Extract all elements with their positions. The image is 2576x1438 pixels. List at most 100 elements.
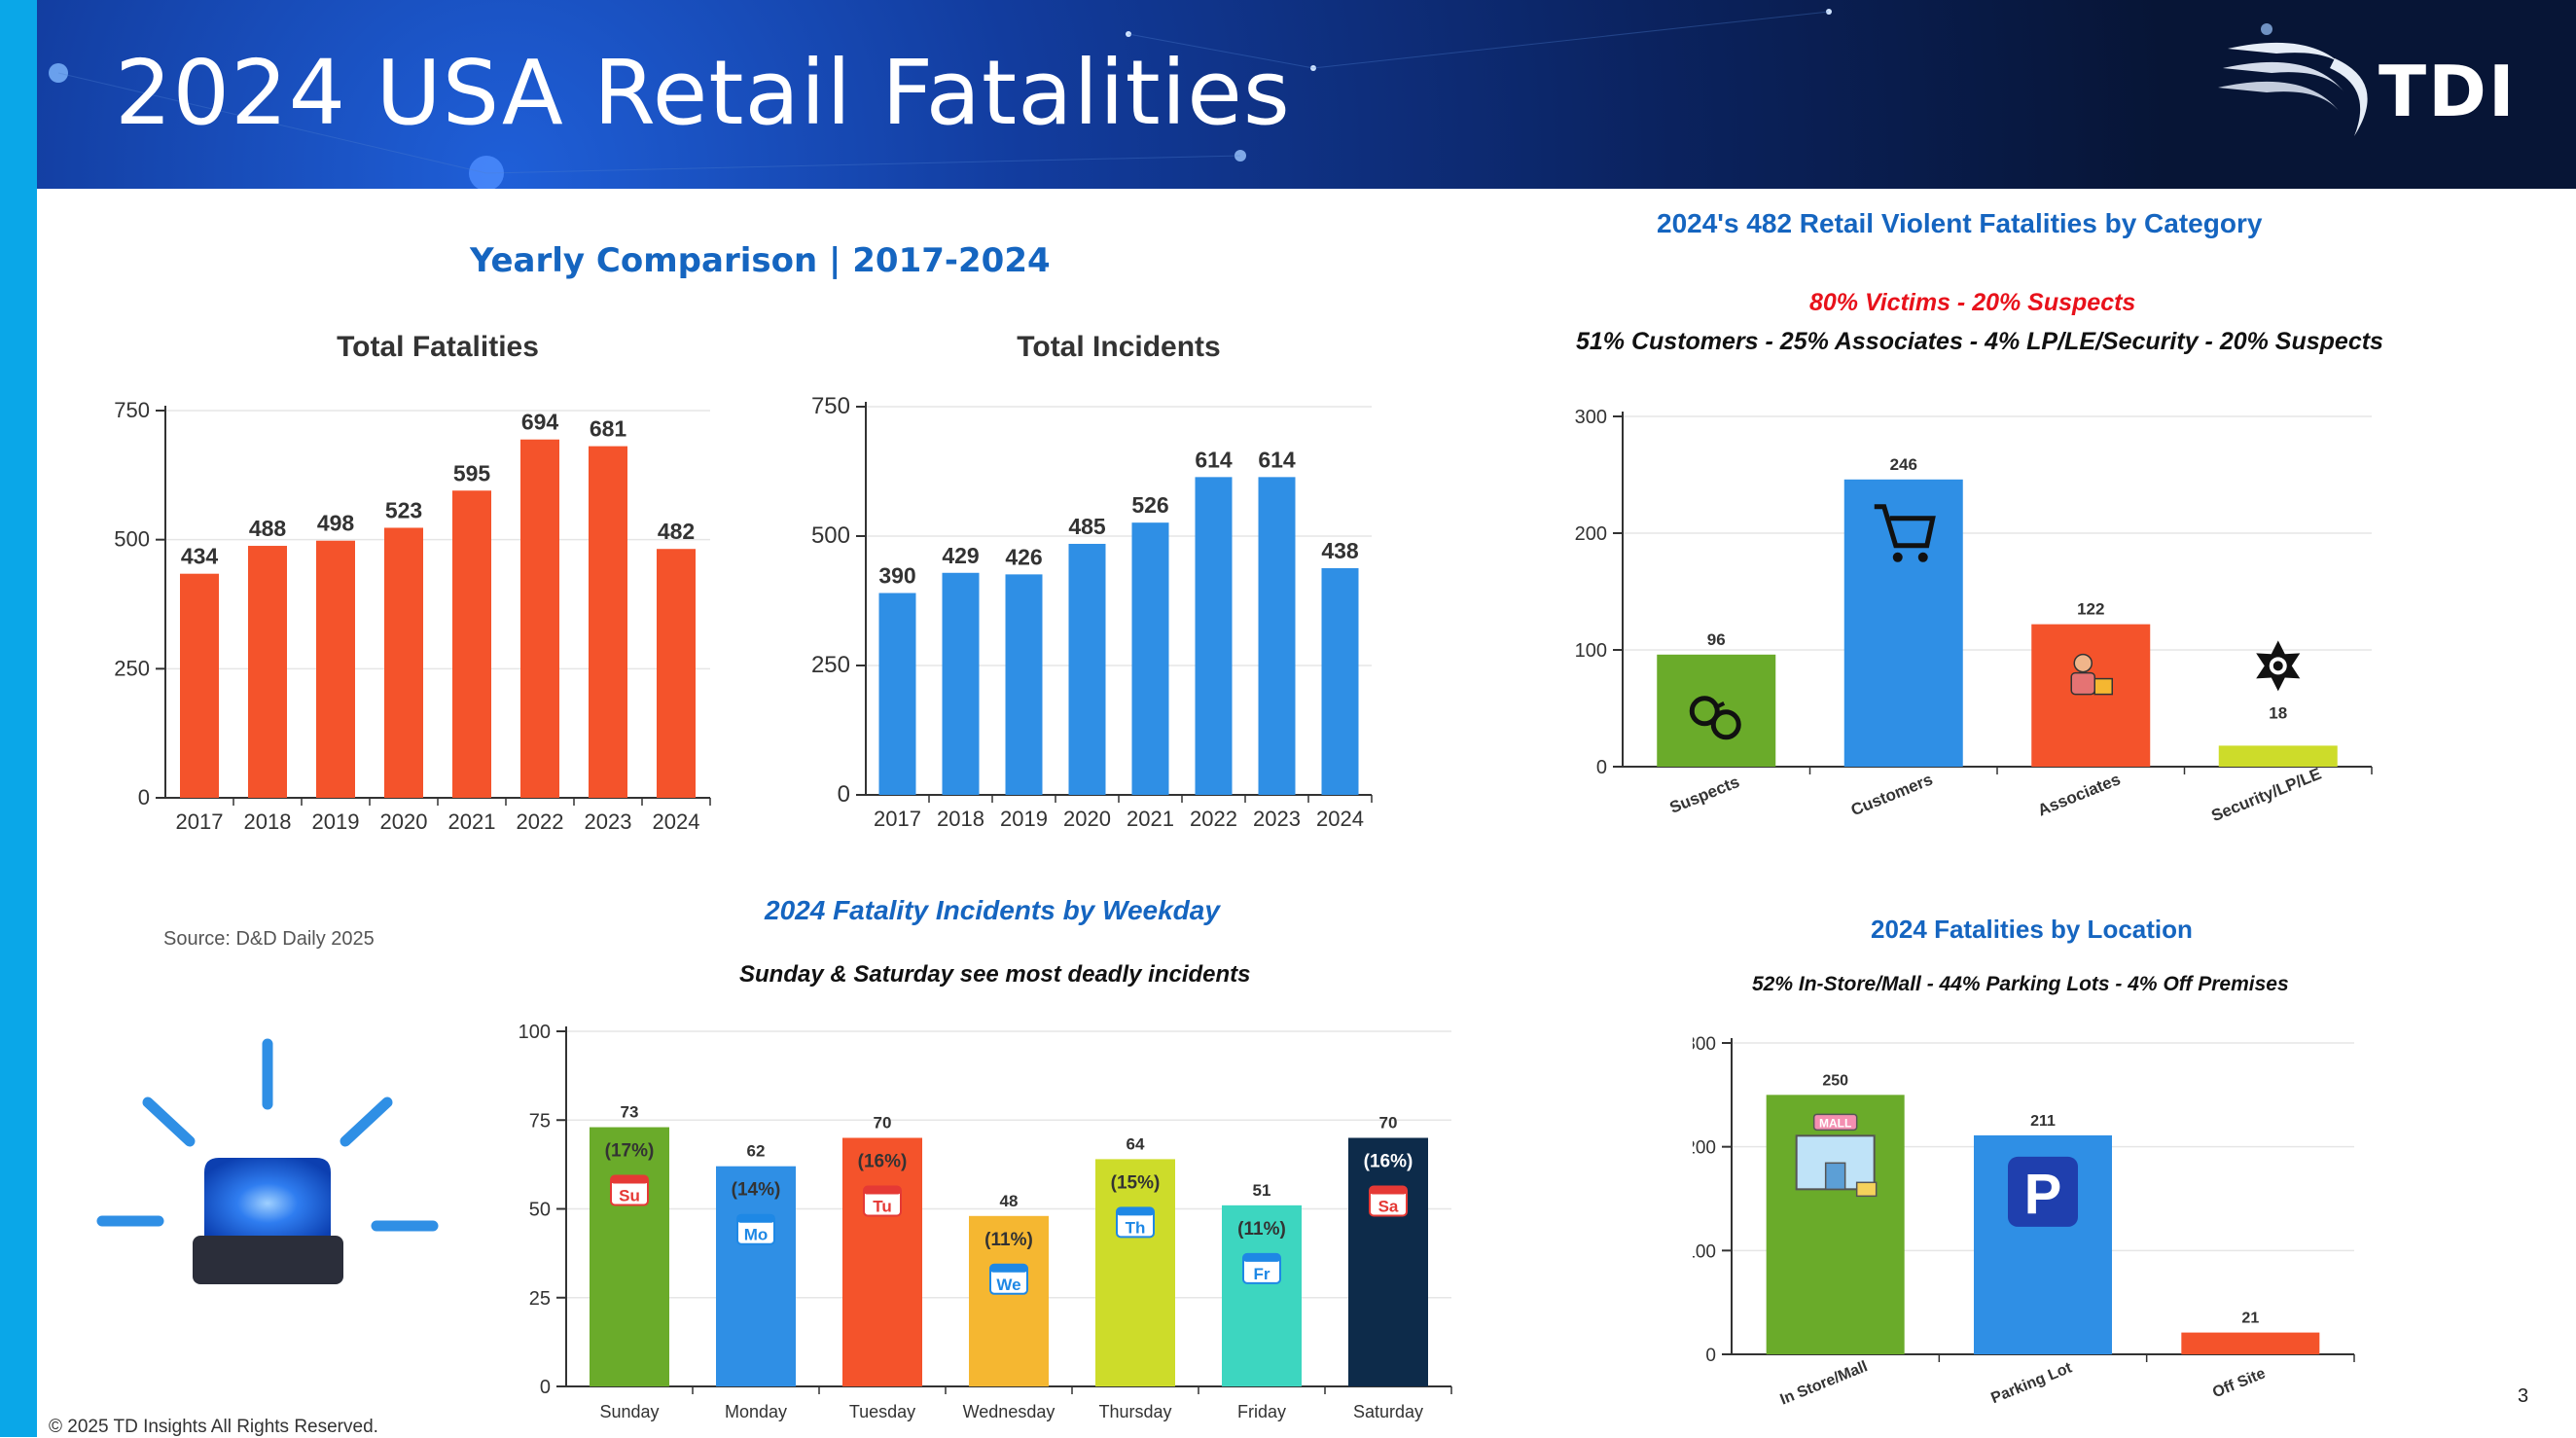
- bar: [248, 546, 287, 798]
- bar: [180, 573, 219, 798]
- x-tick-label: Friday: [1237, 1402, 1286, 1421]
- y-tick-label: 0: [1596, 757, 1607, 778]
- x-tick-label: Off Site: [2210, 1365, 2268, 1401]
- bar: [716, 1166, 796, 1386]
- bar: [1195, 477, 1233, 795]
- sheriff-star-icon: [2256, 640, 2301, 692]
- y-tick-label: 300: [1575, 407, 1607, 428]
- percent-label: (11%): [1237, 1219, 1286, 1240]
- bar: [1222, 1204, 1302, 1386]
- bar: [1843, 479, 1963, 767]
- y-tick-label: 200: [1575, 523, 1607, 545]
- value-label: 246: [1890, 455, 1917, 474]
- y-tick-label: 750: [811, 393, 850, 419]
- page-title: 2024 USA Retail Fatalities: [115, 41, 1291, 145]
- page-number: 3: [2518, 1385, 2529, 1407]
- bar: [452, 490, 491, 798]
- percent-label: (17%): [605, 1141, 655, 1162]
- x-tick-label: Suspects: [1667, 773, 1742, 817]
- y-tick-label: 75: [529, 1110, 551, 1132]
- x-tick-label: Saturday: [1353, 1402, 1423, 1421]
- value-label: 681: [590, 416, 627, 442]
- value-label: 498: [317, 511, 355, 536]
- x-tick-label: 2024: [1316, 807, 1364, 831]
- bar: [520, 439, 559, 798]
- y-tick-label: 0: [540, 1377, 551, 1398]
- value-label: 438: [1321, 538, 1359, 563]
- calendar-icon: Su: [610, 1174, 649, 1206]
- category-subtitle: 51% Customers - 25% Associates - 4% LP/L…: [1576, 328, 2383, 355]
- x-tick-label: 2024: [653, 809, 700, 834]
- calendar-icon: Sa: [1369, 1185, 1408, 1217]
- x-tick-label: 2023: [1253, 807, 1301, 831]
- header-banner: 2024 USA Retail Fatalities TDI: [0, 0, 2576, 189]
- value-label: 21: [2241, 1311, 2259, 1327]
- svg-text:Fr: Fr: [1254, 1265, 1270, 1283]
- value-label: 523: [385, 497, 422, 522]
- svg-text:Mo: Mo: [744, 1226, 769, 1244]
- value-label: 595: [453, 460, 491, 485]
- x-tick-label: Wednesday: [963, 1402, 1055, 1421]
- value-label: 482: [658, 519, 695, 544]
- network-background: [49, 9, 2272, 189]
- x-tick-label: 2020: [380, 809, 428, 834]
- bar: [842, 1137, 922, 1386]
- x-tick-label: In Store/Mall: [1778, 1358, 1871, 1408]
- cashier-icon: [2070, 653, 2113, 696]
- x-tick-label: 2019: [312, 809, 360, 834]
- calendar-icon: We: [989, 1263, 1028, 1295]
- y-tick-label: 250: [114, 656, 150, 680]
- y-tick-label: 100: [519, 1022, 551, 1043]
- value-label: 434: [181, 544, 219, 569]
- value-label: 64: [1127, 1134, 1145, 1153]
- value-label: 426: [1005, 544, 1042, 569]
- location-title: 2024 Fatalities by Location: [1871, 915, 2193, 944]
- x-tick-label: Monday: [725, 1402, 787, 1421]
- y-tick-label: 100: [1575, 640, 1607, 662]
- parking-sign-icon: P: [2008, 1156, 2078, 1227]
- percent-label: (14%): [732, 1180, 781, 1201]
- x-tick-label: Tuesday: [849, 1402, 915, 1421]
- value-label: 526: [1131, 492, 1168, 518]
- value-label: 488: [249, 516, 287, 541]
- bar: [1766, 1095, 1905, 1354]
- svg-text:We: We: [996, 1276, 1020, 1294]
- bar: [942, 572, 980, 795]
- calendar-icon: Th: [1116, 1206, 1155, 1239]
- x-tick-label: 2019: [1000, 807, 1048, 831]
- calendar-icon: Fr: [1242, 1252, 1281, 1284]
- bar: [1068, 543, 1106, 795]
- chart-title: Total Incidents: [1017, 331, 1220, 363]
- value-label: 429: [942, 543, 979, 568]
- x-tick-label: Parking Lot: [1988, 1359, 2075, 1407]
- x-tick-label: Thursday: [1098, 1402, 1171, 1421]
- yearly-comparison-title: Yearly Comparison | 2017-2024: [470, 241, 1051, 280]
- calendar-icon: Tu: [863, 1185, 902, 1217]
- value-label: 211: [2030, 1113, 2056, 1130]
- handcuffs-icon: [1689, 696, 1741, 740]
- percent-label: (15%): [1111, 1172, 1161, 1193]
- y-tick-label: 500: [114, 527, 150, 552]
- bar: [1258, 477, 1296, 795]
- x-tick-label: 2020: [1063, 807, 1111, 831]
- bar: [384, 527, 423, 798]
- percent-label: (16%): [1364, 1152, 1413, 1172]
- bar: [657, 549, 696, 798]
- bar: [2031, 624, 2151, 767]
- bar: [1095, 1159, 1175, 1386]
- siren-icon: [96, 1038, 439, 1284]
- percent-label: (16%): [858, 1152, 908, 1172]
- bar: [1348, 1137, 1428, 1386]
- incidents-chart: Total Incidents 0 250 500 750 390 2017 429 2018 4…: [811, 331, 1373, 831]
- logo-text: TDI: [2379, 51, 2517, 132]
- weekday-title: 2024 Fatality Incidents by Weekday: [765, 895, 1220, 925]
- left-accent-bar: [0, 0, 37, 1437]
- value-label: 250: [1822, 1072, 1848, 1089]
- x-tick-label: Customers: [1848, 770, 1935, 819]
- value-label: 614: [1195, 447, 1233, 472]
- x-tick-label: Associates: [2035, 770, 2123, 819]
- x-tick-label: 2018: [244, 809, 292, 834]
- value-label: 614: [1258, 447, 1296, 472]
- bar: [1321, 567, 1359, 795]
- y-tick-label: 250: [811, 652, 850, 678]
